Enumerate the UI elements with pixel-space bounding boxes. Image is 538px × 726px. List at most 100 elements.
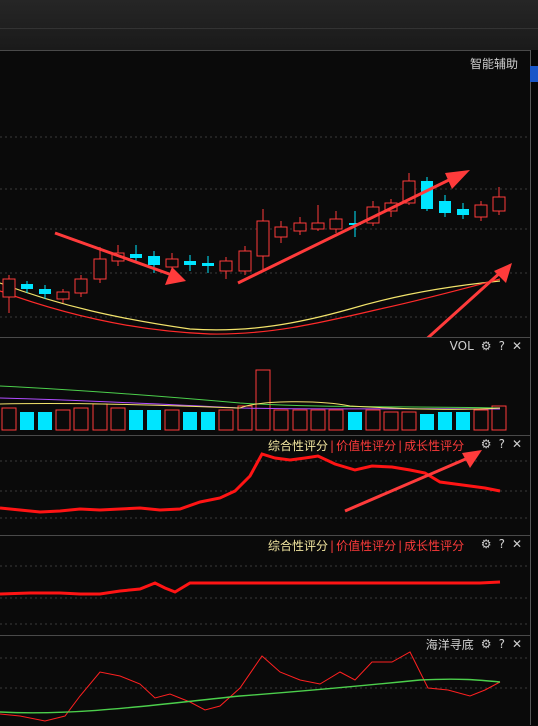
volume-bar	[201, 412, 215, 430]
candle	[219, 257, 233, 279]
vol-controls: VOL ⚙ ? ✕	[450, 338, 522, 354]
candle	[256, 209, 270, 271]
legend-value[interactable]: 价值性评分	[336, 539, 397, 553]
legend-growth[interactable]: 成长性评分	[404, 539, 465, 553]
panel-title: 智能辅助	[469, 57, 518, 71]
candle	[202, 256, 214, 273]
close-icon[interactable]: ✕	[511, 339, 522, 353]
legend-value[interactable]: 价值性评分	[336, 439, 397, 453]
legend-composite[interactable]: 综合性评分	[268, 439, 329, 453]
volume-bar	[365, 409, 381, 431]
candle	[39, 285, 51, 299]
annotation-arrow	[344, 450, 482, 513]
score1-controls: ⚙ ? ✕	[481, 436, 522, 452]
volume-chart	[0, 369, 507, 431]
candle	[329, 211, 343, 233]
gear-icon[interactable]: ⚙	[480, 637, 492, 651]
volume-bar	[92, 403, 108, 431]
volume-bar	[383, 411, 399, 431]
ocean-green-line	[0, 678, 501, 714]
candle	[2, 275, 16, 313]
help-icon[interactable]: ?	[498, 537, 505, 551]
vol-label: VOL	[449, 339, 474, 353]
gear-icon[interactable]: ⚙	[480, 437, 492, 451]
volume-bar	[255, 369, 271, 431]
candle	[474, 201, 488, 221]
help-icon[interactable]: ?	[498, 637, 505, 651]
right-price-scale	[530, 50, 538, 725]
volume-bar	[55, 409, 71, 431]
close-icon[interactable]: ✕	[511, 537, 522, 551]
candle	[21, 281, 33, 293]
kline-panel: 智能辅助	[0, 50, 530, 338]
candle	[93, 247, 107, 283]
score-panel-2: 综合性评分 | 价值性评分 | 成长性评分 ⚙ ? ✕	[0, 535, 530, 636]
volume-bar	[438, 412, 452, 430]
volume-bar	[310, 409, 326, 431]
gear-icon[interactable]: ⚙	[480, 339, 492, 353]
score-legend: 综合性评分 | 价值性评分 | 成长性评分	[268, 438, 465, 454]
volume-bar	[237, 405, 253, 431]
volume-bar	[218, 409, 234, 431]
volume-bar	[473, 409, 489, 431]
volume-bar	[164, 409, 180, 431]
candle	[366, 201, 380, 226]
ocean-bottom-panel: 海洋寻底 ⚙ ? ✕	[0, 635, 530, 726]
vol-ma-green	[0, 385, 501, 409]
volume-panel: VOL ⚙ ? ✕	[0, 337, 530, 436]
candle	[439, 195, 451, 217]
volume-bar	[129, 410, 143, 430]
vol-ma-yellow	[0, 401, 501, 410]
top-toolbar	[0, 0, 538, 51]
candle	[130, 245, 142, 263]
candle	[274, 221, 288, 243]
volume-bar	[20, 412, 34, 430]
volume-bar	[456, 412, 470, 430]
indicator-title: 海洋寻底	[425, 637, 474, 652]
candle	[184, 255, 196, 271]
candle	[349, 211, 361, 237]
candle	[492, 187, 506, 215]
close-icon[interactable]: ✕	[511, 437, 522, 451]
volume-bar	[292, 409, 308, 431]
ocean-controls: 海洋寻底 ⚙ ? ✕	[426, 636, 522, 652]
volume-bar	[183, 412, 197, 430]
volume-bar	[348, 412, 362, 430]
score2-controls: ⚙ ? ✕	[481, 536, 522, 552]
volume-bar	[491, 405, 507, 431]
volume-bar	[110, 407, 126, 431]
volume-bar	[38, 412, 52, 430]
price-tag	[530, 66, 538, 82]
volume-bar	[420, 414, 434, 430]
help-icon[interactable]: ?	[498, 339, 505, 353]
volume-bar	[1, 407, 17, 431]
ma-yellow-line	[0, 280, 501, 331]
score-chart-1	[0, 450, 530, 519]
ma-red-line	[0, 278, 501, 335]
volume-bar	[401, 411, 417, 431]
legend-composite[interactable]: 综合性评分	[268, 539, 329, 553]
volume-bar	[328, 409, 344, 431]
volume-bar	[73, 407, 89, 431]
close-icon[interactable]: ✕	[511, 637, 522, 651]
composite-score-line	[0, 580, 501, 596]
ocean-chart	[0, 651, 530, 722]
composite-score-line	[0, 452, 501, 514]
volume-bar	[147, 410, 161, 430]
score-panel-1: 综合性评分 | 价值性评分 | 成长性评分 ⚙ ? ✕	[0, 435, 530, 536]
gear-icon[interactable]: ⚙	[480, 537, 492, 551]
candle	[311, 205, 325, 231]
volume-bar	[273, 409, 289, 431]
legend-growth[interactable]: 成长性评分	[404, 439, 465, 453]
score-chart-2	[0, 565, 530, 625]
candle	[56, 289, 70, 303]
candle	[293, 217, 307, 235]
candle	[74, 275, 88, 297]
candle	[457, 203, 469, 219]
kline-chart	[0, 136, 530, 338]
help-icon[interactable]: ?	[498, 437, 505, 451]
candle	[238, 246, 252, 275]
score-legend: 综合性评分 | 价值性评分 | 成长性评分	[268, 538, 465, 554]
annotation-arrows	[54, 170, 512, 338]
ocean-red-line	[0, 651, 501, 722]
